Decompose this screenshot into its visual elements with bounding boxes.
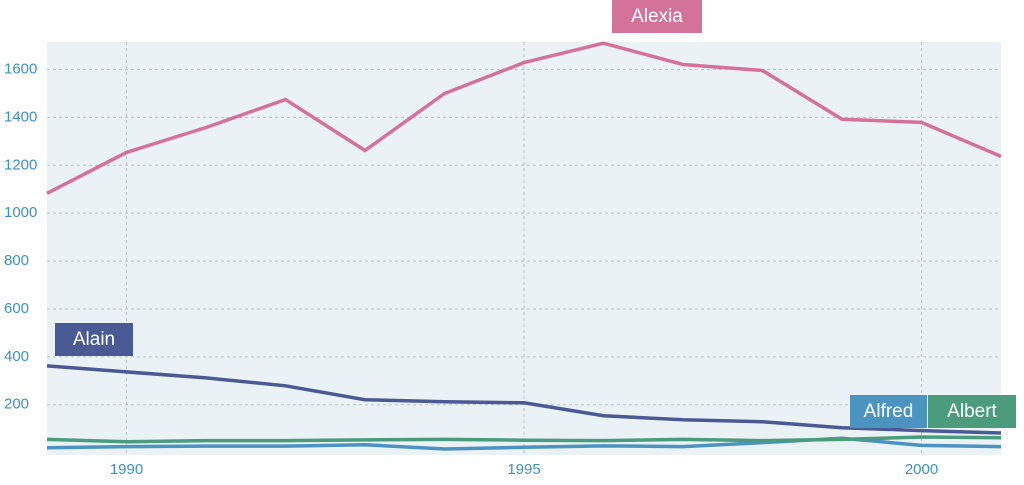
y-tick-label: 200: [4, 396, 29, 413]
y-tick-label: 1400: [4, 108, 37, 125]
x-tick-label: 1995: [507, 461, 540, 478]
y-tick-label: 800: [4, 252, 29, 269]
series-label-box: [55, 323, 133, 356]
y-tick-label: 600: [4, 300, 29, 317]
series-line: [46, 435, 1002, 444]
x-tick-label: 2000: [905, 461, 938, 478]
series-label: Alain: [73, 329, 115, 350]
series-label-box: [928, 395, 1016, 428]
series-line: [46, 41, 1002, 195]
x-tick-label: 1990: [110, 461, 143, 478]
y-tick-label: 400: [4, 348, 29, 365]
series-label: Alexia: [631, 6, 683, 27]
series-label-box: [850, 395, 927, 428]
series-label: Albert: [947, 401, 997, 422]
y-tick-label: 1600: [4, 61, 37, 78]
y-tick-label: 1200: [4, 156, 37, 173]
series-label-box: [612, 0, 702, 33]
series-label: Alfred: [864, 401, 914, 422]
series-line: [46, 364, 1002, 435]
y-tick-label: 1000: [4, 204, 37, 221]
